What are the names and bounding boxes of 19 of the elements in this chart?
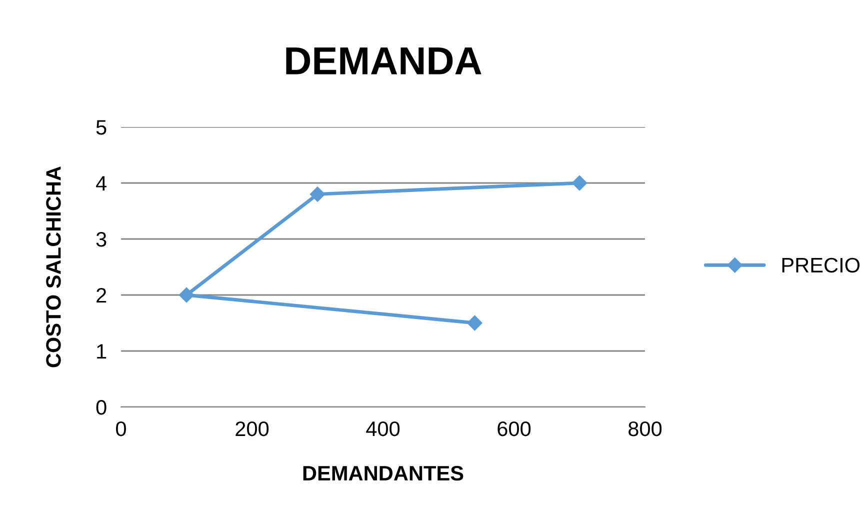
y-tick-label: 1 (97, 344, 106, 359)
y-axis-title: COSTO SALCHICHA (46, 166, 61, 368)
point (310, 186, 326, 202)
point (467, 315, 482, 331)
y-tick-label: 0 (96, 400, 106, 415)
x-tick-label: 0 (116, 421, 126, 436)
point (178, 287, 194, 303)
y-tick-label: 4 (96, 176, 106, 191)
x-tick-label: 400 (366, 421, 400, 436)
legend-label: PRECIO (782, 258, 860, 273)
x-tick-label: 200 (236, 421, 269, 436)
x-axis-title: DEMANDANTES (303, 466, 464, 481)
y-tick-label: 2 (96, 288, 106, 303)
x-tick-label: 800 (628, 421, 662, 436)
chart-title: DEMANDA (286, 47, 482, 74)
x-tick-label: 600 (498, 421, 531, 436)
y-tick-label: 3 (96, 232, 106, 247)
point (572, 175, 588, 191)
y-tick-label: 5 (96, 120, 106, 135)
